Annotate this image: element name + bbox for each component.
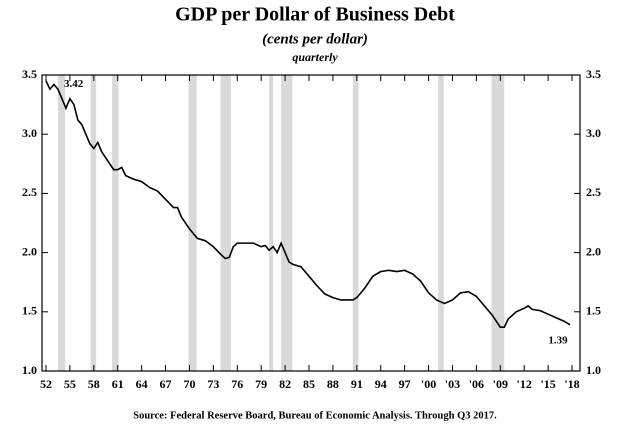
y-tick-label: 3.5 xyxy=(22,67,37,81)
x-tick-label: 64 xyxy=(136,377,148,391)
chart-subtitle: (cents per dollar) xyxy=(262,31,368,47)
x-tick-label: 97 xyxy=(399,377,411,391)
x-tick-label: 73 xyxy=(207,377,219,391)
recession-band xyxy=(220,75,231,371)
recession-band xyxy=(281,75,293,371)
y-tick-label: 1.0 xyxy=(22,363,37,377)
y2-tick-label: 3.5 xyxy=(586,67,601,81)
x-tick-label: 67 xyxy=(160,377,172,391)
x-tick-label: '06 xyxy=(469,377,484,391)
y2-tick-label: 1.5 xyxy=(586,304,601,318)
x-tick-label: '09 xyxy=(493,377,508,391)
x-tick-label: 94 xyxy=(375,377,387,391)
data-line xyxy=(45,80,571,328)
recession-band xyxy=(188,75,197,371)
x-tick-label: 55 xyxy=(64,377,76,391)
recession-band xyxy=(112,75,119,371)
x-tick-label: 88 xyxy=(327,377,339,391)
annotation: 3.42 xyxy=(64,78,84,90)
source-note: Source: Federal Reserve Board, Bureau of… xyxy=(133,410,497,421)
x-tick-label: 58 xyxy=(88,377,100,391)
y2-tick-label: 3.0 xyxy=(586,126,601,140)
y2-tick-label: 2.0 xyxy=(586,244,601,258)
x-tick-label: 91 xyxy=(351,377,363,391)
y2-tick-label: 2.5 xyxy=(586,185,601,199)
x-tick-label: 61 xyxy=(112,377,124,391)
y2-tick-label: 1.0 xyxy=(586,363,601,377)
y-tick-label: 2.5 xyxy=(22,185,37,199)
x-tick-label: 70 xyxy=(183,377,195,391)
chart-title: GDP per Dollar of Business Debt xyxy=(175,4,455,26)
annotation: 1.39 xyxy=(548,334,568,346)
recession-band xyxy=(438,75,444,371)
recession-band xyxy=(90,75,97,371)
x-tick-label: '15 xyxy=(540,377,555,391)
x-tick-label: 85 xyxy=(303,377,315,391)
recession-band xyxy=(352,75,359,371)
y-tick-label: 2.0 xyxy=(22,244,37,258)
x-tick-label: '12 xyxy=(517,377,532,391)
x-tick-label: 76 xyxy=(231,377,243,391)
x-tick-label: 52 xyxy=(40,377,52,391)
recession-band xyxy=(491,75,505,371)
recession-band xyxy=(269,75,274,371)
frequency-label: quarterly xyxy=(292,50,338,64)
x-tick-label: '18 xyxy=(564,377,579,391)
y-tick-label: 1.5 xyxy=(22,304,37,318)
y-tick-label: 3.0 xyxy=(22,126,37,140)
plot-frame xyxy=(41,74,581,372)
x-tick-label: '00 xyxy=(421,377,436,391)
x-tick-label: '03 xyxy=(445,377,460,391)
recession-band xyxy=(57,75,66,371)
x-tick-label: 79 xyxy=(255,377,267,391)
x-tick-label: 82 xyxy=(279,377,291,391)
